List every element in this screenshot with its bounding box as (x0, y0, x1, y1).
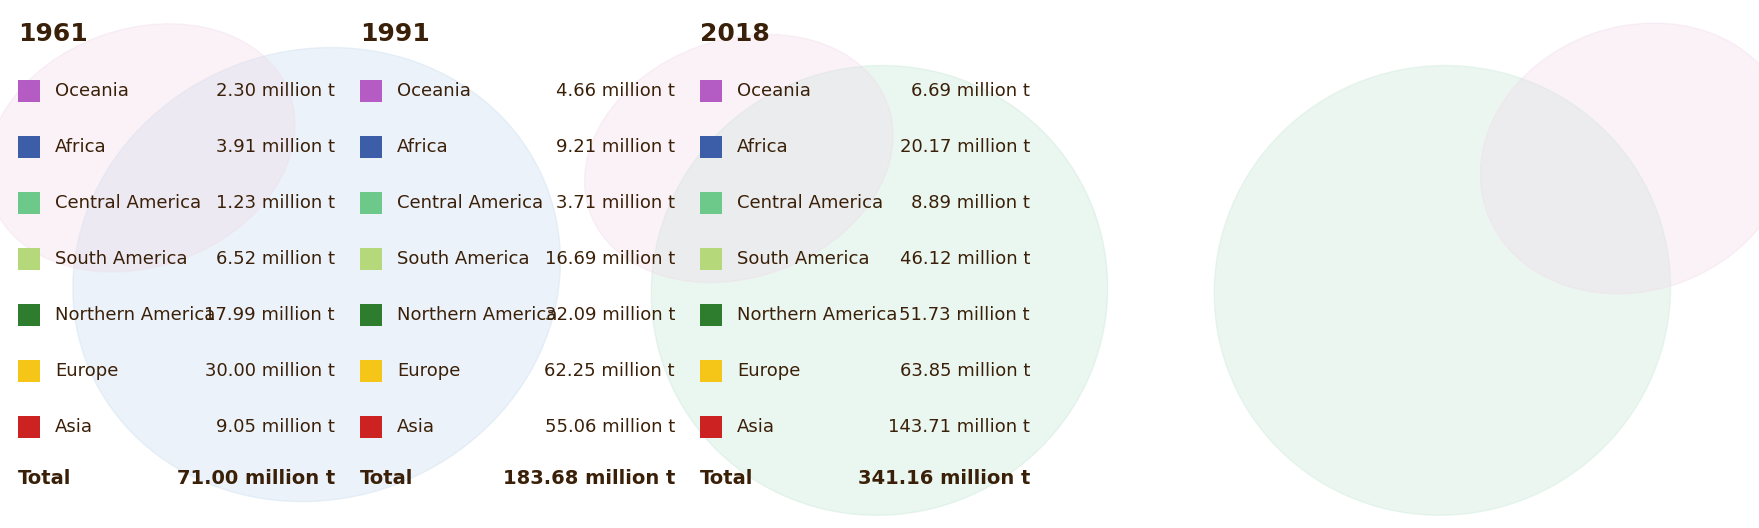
Bar (700, 248, 721, 270)
Text: South America: South America (398, 250, 529, 268)
Text: Central America: Central America (737, 194, 883, 212)
Text: Europe: Europe (737, 362, 800, 380)
Ellipse shape (0, 24, 296, 272)
Text: Europe: Europe (398, 362, 461, 380)
Text: 51.73 million t: 51.73 million t (899, 306, 1031, 324)
Text: 4.66 million t: 4.66 million t (556, 82, 675, 100)
Text: 3.91 million t: 3.91 million t (216, 138, 334, 156)
Bar (361, 80, 382, 102)
Bar (700, 80, 721, 102)
Ellipse shape (72, 48, 561, 502)
Text: 183.68 million t: 183.68 million t (503, 468, 675, 487)
Text: Central America: Central America (55, 194, 201, 212)
Text: 2018: 2018 (700, 22, 770, 46)
Bar (361, 360, 382, 382)
Bar (18, 360, 40, 382)
Text: Africa: Africa (737, 138, 788, 156)
Text: 143.71 million t: 143.71 million t (888, 418, 1031, 436)
Bar (361, 248, 382, 270)
Text: Total: Total (700, 468, 753, 487)
Bar (18, 136, 40, 158)
Text: 71.00 million t: 71.00 million t (176, 468, 334, 487)
Bar (700, 304, 721, 326)
Bar (18, 80, 40, 102)
Bar (361, 192, 382, 214)
Text: Oceania: Oceania (55, 82, 128, 100)
Bar (18, 248, 40, 270)
Text: Africa: Africa (398, 138, 449, 156)
Text: Northern America: Northern America (55, 306, 215, 324)
Ellipse shape (1214, 65, 1671, 515)
Bar (18, 304, 40, 326)
Text: 1991: 1991 (361, 22, 429, 46)
Text: 17.99 million t: 17.99 million t (204, 306, 334, 324)
Bar (361, 136, 382, 158)
Bar (361, 416, 382, 438)
Text: 1.23 million t: 1.23 million t (216, 194, 334, 212)
Text: Asia: Asia (398, 418, 434, 436)
Text: 9.05 million t: 9.05 million t (216, 418, 334, 436)
Text: 20.17 million t: 20.17 million t (901, 138, 1031, 156)
Bar (18, 416, 40, 438)
Text: Northern America: Northern America (737, 306, 897, 324)
Text: Total: Total (361, 468, 413, 487)
Ellipse shape (584, 34, 894, 282)
Text: 6.52 million t: 6.52 million t (216, 250, 334, 268)
Bar (700, 192, 721, 214)
Ellipse shape (651, 65, 1108, 515)
Text: South America: South America (55, 250, 188, 268)
Text: Oceania: Oceania (737, 82, 811, 100)
Text: Total: Total (18, 468, 72, 487)
Text: Asia: Asia (55, 418, 93, 436)
Text: South America: South America (737, 250, 869, 268)
Text: 16.69 million t: 16.69 million t (545, 250, 675, 268)
Text: 55.06 million t: 55.06 million t (545, 418, 675, 436)
Text: Central America: Central America (398, 194, 544, 212)
Text: Northern America: Northern America (398, 306, 558, 324)
Bar (700, 360, 721, 382)
Text: 63.85 million t: 63.85 million t (899, 362, 1031, 380)
Text: 8.89 million t: 8.89 million t (911, 194, 1031, 212)
Text: Asia: Asia (737, 418, 776, 436)
Text: 62.25 million t: 62.25 million t (545, 362, 675, 380)
Text: 2.30 million t: 2.30 million t (216, 82, 334, 100)
Text: Oceania: Oceania (398, 82, 471, 100)
Text: 9.21 million t: 9.21 million t (556, 138, 675, 156)
Text: 32.09 million t: 32.09 million t (545, 306, 675, 324)
Ellipse shape (1481, 23, 1759, 294)
Text: Africa: Africa (55, 138, 107, 156)
Text: Europe: Europe (55, 362, 118, 380)
Bar (18, 192, 40, 214)
Text: 3.71 million t: 3.71 million t (556, 194, 675, 212)
Text: 30.00 million t: 30.00 million t (206, 362, 334, 380)
Text: 6.69 million t: 6.69 million t (911, 82, 1031, 100)
Text: 46.12 million t: 46.12 million t (899, 250, 1031, 268)
Bar (700, 136, 721, 158)
Bar (700, 416, 721, 438)
Text: 1961: 1961 (18, 22, 88, 46)
Text: 341.16 million t: 341.16 million t (858, 468, 1031, 487)
Bar (361, 304, 382, 326)
